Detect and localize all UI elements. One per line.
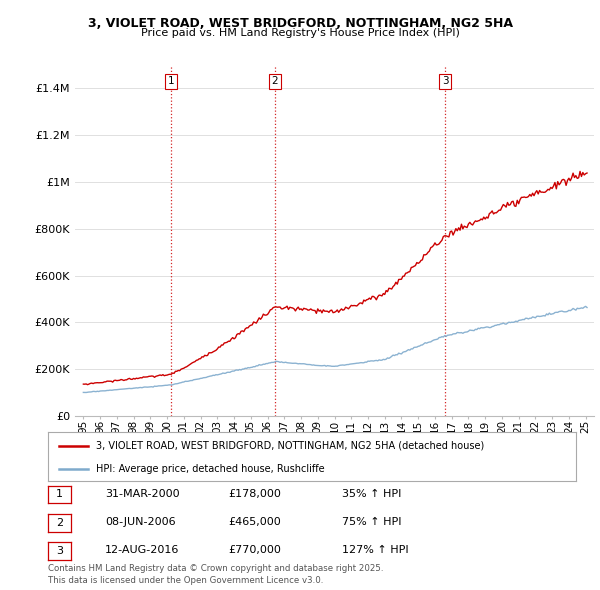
Text: 127% ↑ HPI: 127% ↑ HPI [342,546,409,555]
Text: £178,000: £178,000 [228,489,281,499]
Text: Contains HM Land Registry data © Crown copyright and database right 2025.
This d: Contains HM Land Registry data © Crown c… [48,565,383,585]
Text: 75% ↑ HPI: 75% ↑ HPI [342,517,401,527]
Text: 3: 3 [442,76,449,86]
Text: 2: 2 [272,76,278,86]
Text: 3, VIOLET ROAD, WEST BRIDGFORD, NOTTINGHAM, NG2 5HA: 3, VIOLET ROAD, WEST BRIDGFORD, NOTTINGH… [88,17,512,30]
Text: 12-AUG-2016: 12-AUG-2016 [105,546,179,555]
Text: 08-JUN-2006: 08-JUN-2006 [105,517,176,527]
Text: Price paid vs. HM Land Registry's House Price Index (HPI): Price paid vs. HM Land Registry's House … [140,28,460,38]
Text: 3, VIOLET ROAD, WEST BRIDGFORD, NOTTINGHAM, NG2 5HA (detached house): 3, VIOLET ROAD, WEST BRIDGFORD, NOTTINGH… [95,441,484,451]
Text: 1: 1 [168,76,175,86]
Text: 3: 3 [56,546,63,556]
Text: 1: 1 [56,490,63,499]
Text: £465,000: £465,000 [228,517,281,527]
Text: 31-MAR-2000: 31-MAR-2000 [105,489,179,499]
Text: £770,000: £770,000 [228,546,281,555]
Text: HPI: Average price, detached house, Rushcliffe: HPI: Average price, detached house, Rush… [95,464,324,474]
Text: 2: 2 [56,518,63,527]
Text: 35% ↑ HPI: 35% ↑ HPI [342,489,401,499]
